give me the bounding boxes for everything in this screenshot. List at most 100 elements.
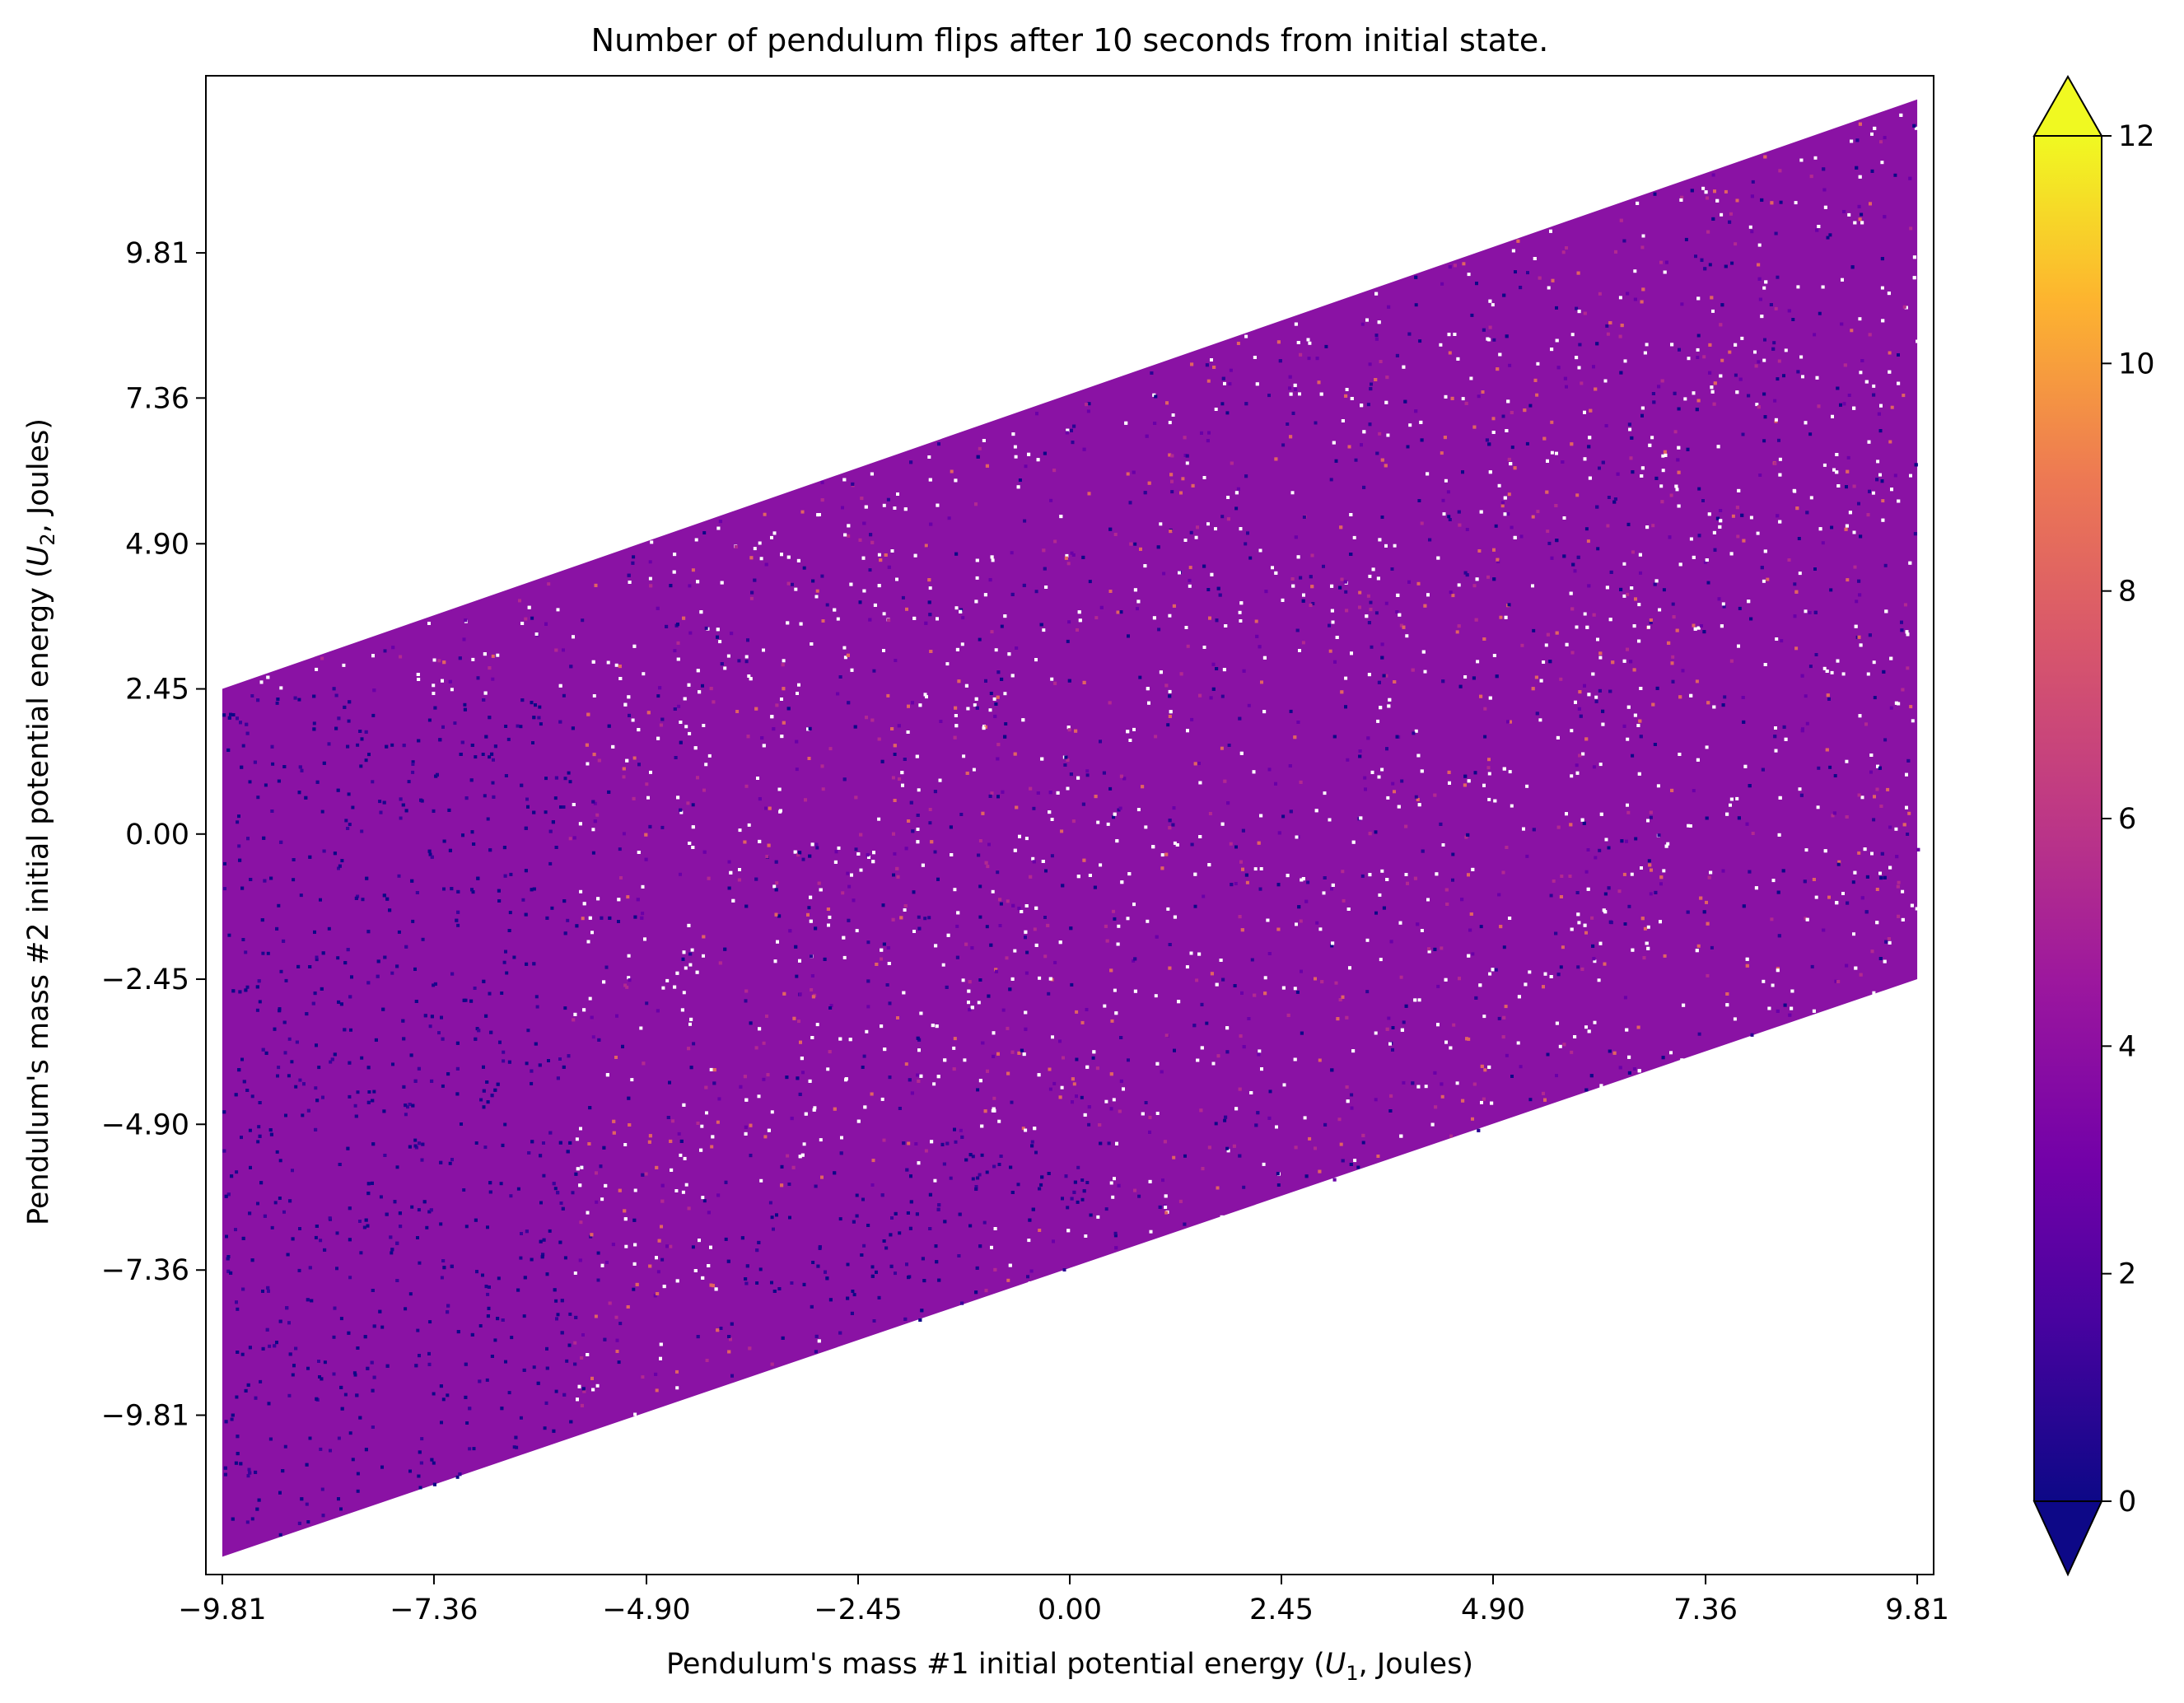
data-point bbox=[1510, 804, 1514, 808]
data-point bbox=[427, 1362, 432, 1366]
data-point bbox=[1844, 527, 1848, 531]
data-point bbox=[1291, 411, 1295, 415]
data-point bbox=[689, 1066, 693, 1070]
data-point bbox=[627, 976, 631, 980]
data-point bbox=[1875, 921, 1879, 925]
data-point bbox=[877, 817, 881, 821]
data-point bbox=[1680, 302, 1684, 306]
data-point bbox=[488, 848, 492, 852]
data-point bbox=[702, 724, 706, 727]
data-point bbox=[1346, 907, 1351, 911]
data-point bbox=[1841, 892, 1845, 895]
data-point bbox=[417, 739, 421, 743]
data-point bbox=[1402, 1020, 1406, 1024]
data-point bbox=[432, 983, 436, 987]
data-point bbox=[541, 1253, 545, 1257]
data-point bbox=[1108, 590, 1113, 593]
data-point bbox=[917, 915, 921, 919]
data-point bbox=[520, 1232, 523, 1235]
data-point bbox=[1220, 515, 1225, 519]
data-point bbox=[595, 1383, 600, 1388]
data-point bbox=[1754, 886, 1758, 890]
data-point bbox=[1132, 470, 1136, 474]
data-point bbox=[1005, 956, 1009, 960]
data-point bbox=[595, 1171, 598, 1175]
data-point bbox=[1352, 535, 1356, 539]
data-point bbox=[1607, 496, 1611, 499]
data-point bbox=[1361, 1141, 1365, 1145]
data-point bbox=[1675, 628, 1679, 632]
data-point bbox=[934, 1244, 938, 1248]
data-point bbox=[924, 1149, 928, 1153]
data-point bbox=[1337, 1117, 1342, 1122]
data-point bbox=[1620, 839, 1624, 843]
data-point bbox=[1584, 527, 1589, 531]
data-point bbox=[820, 498, 824, 502]
data-point bbox=[411, 760, 415, 764]
data-point bbox=[1742, 539, 1746, 543]
data-point bbox=[1016, 1183, 1020, 1187]
data-point bbox=[624, 1244, 628, 1248]
data-point bbox=[273, 1201, 278, 1205]
data-point bbox=[1056, 791, 1060, 795]
data-point bbox=[1421, 650, 1426, 654]
data-point bbox=[637, 728, 641, 732]
data-point bbox=[539, 1154, 543, 1158]
data-point bbox=[588, 1106, 592, 1110]
data-point bbox=[1023, 519, 1027, 523]
data-point bbox=[893, 852, 897, 856]
data-point bbox=[362, 1225, 366, 1229]
data-point bbox=[1850, 329, 1854, 333]
data-point bbox=[1524, 982, 1528, 987]
data-point bbox=[1835, 453, 1839, 456]
data-point bbox=[1583, 612, 1587, 616]
data-point bbox=[1374, 337, 1379, 341]
data-point bbox=[1612, 500, 1617, 504]
data-point bbox=[399, 1225, 403, 1229]
data-point bbox=[1393, 790, 1396, 794]
data-point bbox=[493, 1088, 497, 1092]
data-point bbox=[1561, 250, 1566, 254]
data-point bbox=[525, 1229, 529, 1234]
data-point bbox=[1677, 446, 1681, 450]
data-point bbox=[427, 1351, 431, 1355]
data-point bbox=[1133, 588, 1137, 592]
data-point bbox=[1692, 623, 1696, 628]
data-point bbox=[1467, 273, 1471, 277]
data-point bbox=[656, 1270, 660, 1274]
data-point bbox=[836, 692, 840, 696]
data-point bbox=[1299, 576, 1303, 580]
data-point bbox=[1790, 1006, 1794, 1010]
data-point bbox=[1391, 782, 1395, 786]
data-point bbox=[866, 979, 870, 983]
data-point bbox=[1345, 1085, 1349, 1089]
data-point bbox=[882, 649, 885, 652]
data-point bbox=[863, 1105, 867, 1109]
data-point bbox=[1003, 614, 1007, 618]
data-point bbox=[1118, 1109, 1122, 1113]
data-point bbox=[380, 1465, 384, 1469]
data-point bbox=[1678, 753, 1682, 756]
data-point bbox=[231, 989, 236, 993]
data-point bbox=[1048, 791, 1052, 795]
data-point bbox=[417, 1474, 421, 1478]
data-point bbox=[1897, 381, 1901, 385]
data-point bbox=[1030, 1144, 1034, 1148]
data-point bbox=[859, 868, 863, 872]
data-point bbox=[1741, 696, 1745, 699]
data-point bbox=[383, 649, 387, 653]
data-point bbox=[254, 1470, 258, 1474]
data-point bbox=[844, 1077, 848, 1081]
data-point bbox=[488, 716, 492, 720]
data-point bbox=[567, 1343, 572, 1347]
data-point bbox=[1858, 217, 1862, 222]
data-point bbox=[648, 576, 652, 581]
data-point bbox=[1487, 758, 1491, 762]
data-point bbox=[428, 1024, 432, 1029]
data-point bbox=[1011, 432, 1015, 436]
data-point bbox=[456, 910, 460, 914]
data-point bbox=[1707, 875, 1711, 879]
data-point bbox=[755, 1281, 759, 1285]
data-point bbox=[669, 584, 673, 588]
data-point bbox=[1710, 296, 1714, 300]
